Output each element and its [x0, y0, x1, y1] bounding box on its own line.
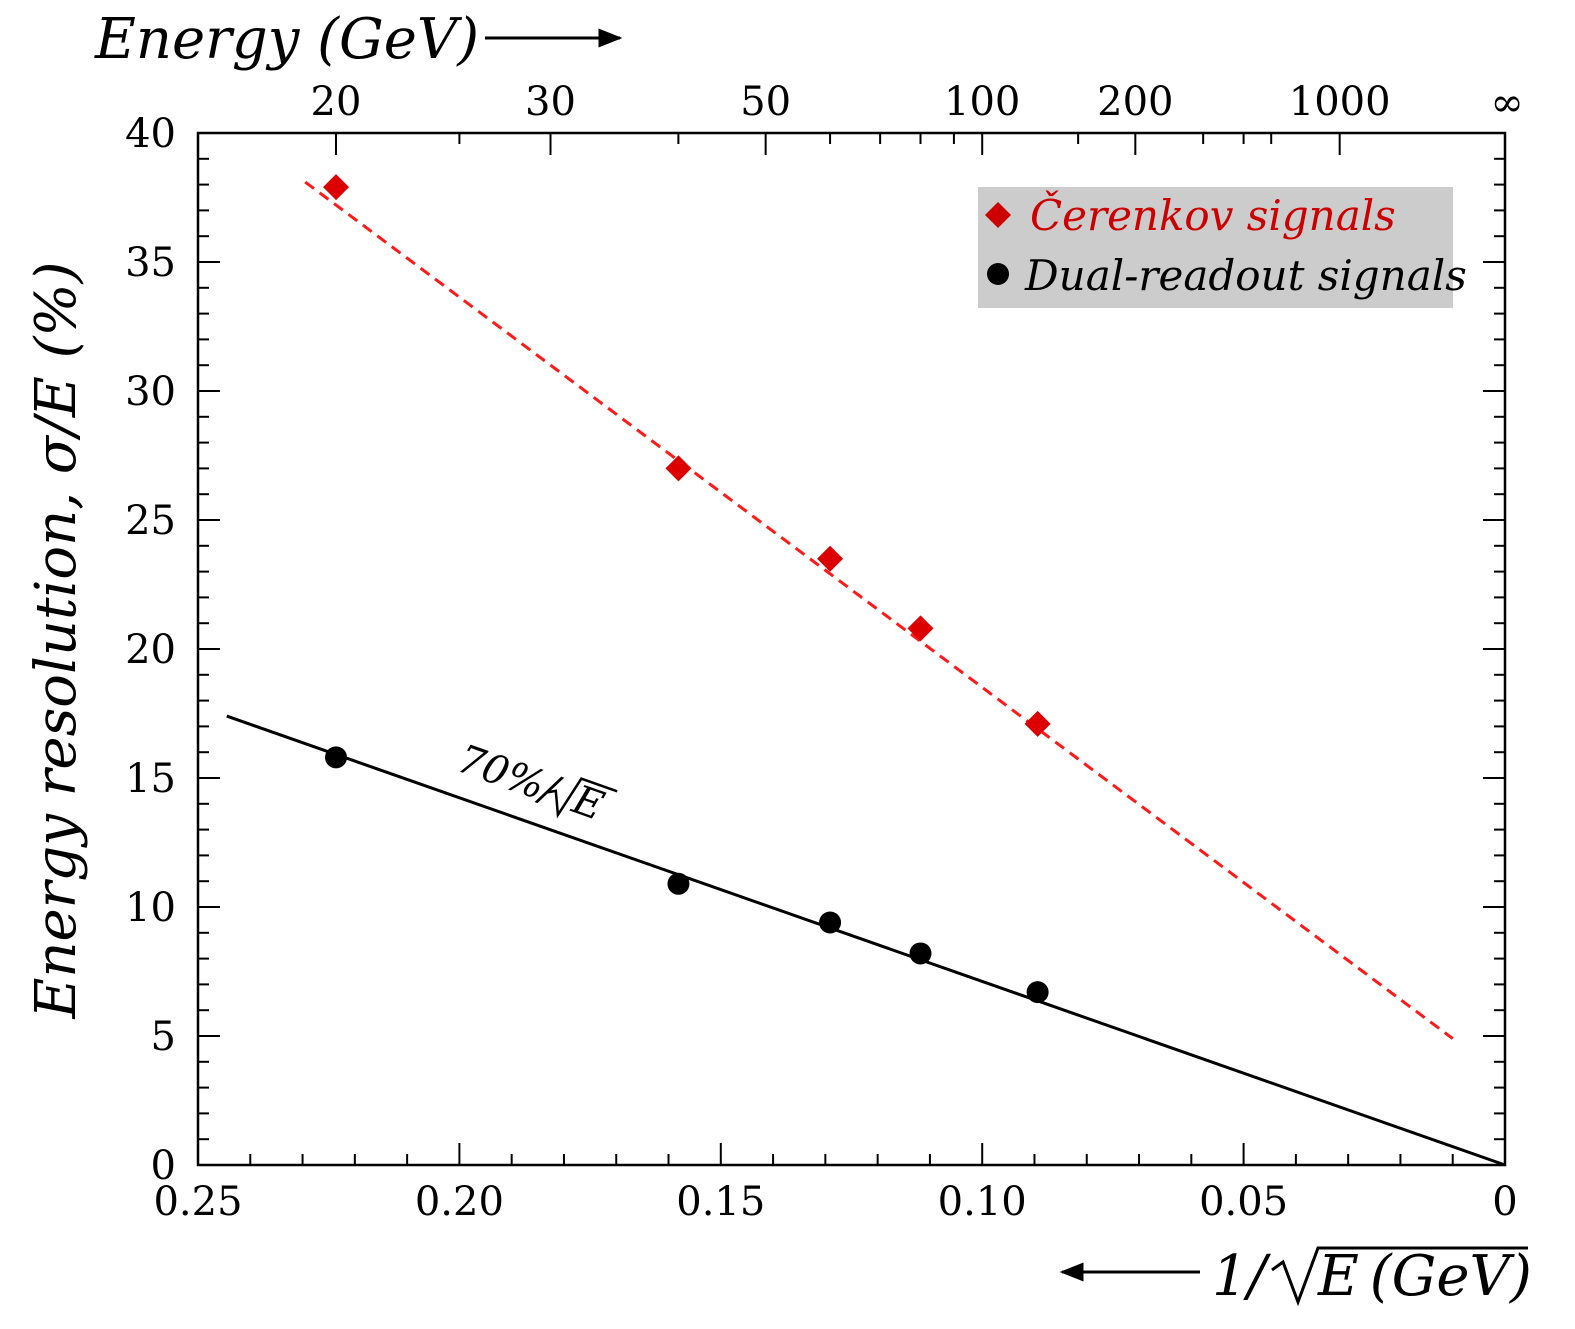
legend-label-dual-readout: Dual-readout signals	[1024, 251, 1467, 300]
x-tick-label: 0	[1492, 1179, 1517, 1225]
top-tick-label: 200	[1097, 79, 1173, 125]
top-axis-title: Energy (GeV)	[94, 7, 479, 72]
dual-readout-data-point	[325, 746, 348, 769]
y-tick-label: 5	[151, 1014, 176, 1060]
x-axis-title-suffix: (GeV)	[1352, 1244, 1532, 1309]
x-axis-title-sqrt-var: E	[1317, 1244, 1359, 1309]
cerenkov-data-point	[1024, 710, 1051, 737]
legend-marker-dual-readout	[987, 263, 1009, 285]
legend-marker-cerenkov	[985, 202, 1011, 228]
y-tick-label: 30	[125, 369, 176, 415]
y-tick-label: 0	[151, 1143, 176, 1189]
cerenkov-data-point	[323, 174, 350, 201]
x-tick-label: 0.20	[415, 1179, 504, 1225]
top-tick-label: 100	[944, 79, 1020, 125]
dual-readout-data-point	[819, 911, 842, 934]
x-tick-label: 0.15	[676, 1179, 765, 1225]
cerenkov-data-point	[817, 545, 844, 572]
top-tick-label-infinity: ∞	[1490, 80, 1523, 126]
dual-readout-fit-line	[226, 714, 1506, 1167]
x-axis-title-prefix: 1/	[1212, 1244, 1272, 1309]
top-tick-label: 50	[740, 79, 791, 125]
x-tick-label: 0.25	[153, 1179, 242, 1225]
y-tick-label: 15	[125, 756, 176, 802]
fit-annotation-sqrt-var: E	[566, 776, 610, 829]
cerenkov-fit-line	[304, 180, 1454, 1040]
x-tick-label: 0.05	[1199, 1179, 1288, 1225]
top-tick-label: 30	[525, 79, 576, 125]
legend-label-cerenkov: Čerenkov signals	[1030, 190, 1396, 240]
y-tick-label: 25	[125, 498, 176, 544]
fit-annotation-prefix: 70%/	[452, 736, 567, 815]
legend: Čerenkov signals Dual-readout signals	[978, 187, 1467, 308]
y-tick-label: 10	[125, 885, 176, 931]
fit-annotation-sqrt-sign	[547, 777, 618, 819]
y-tick-label: 40	[125, 111, 176, 157]
dual-readout-data-point	[1026, 981, 1049, 1004]
y-axis-title: Energy resolution, σ/E (%)	[24, 262, 89, 1020]
x-tick-label: 0.10	[938, 1179, 1027, 1225]
dual-readout-data-point	[909, 942, 932, 965]
dual-readout-data-point	[667, 872, 690, 895]
y-tick-label: 20	[125, 627, 176, 673]
y-tick-label: 35	[125, 240, 176, 286]
cerenkov-data-point	[907, 615, 934, 642]
top-tick-label: 1000	[1289, 79, 1391, 125]
legend-box	[978, 187, 1453, 308]
cerenkov-data-point	[665, 455, 692, 482]
x-axis-sqrt-sign	[1271, 1246, 1528, 1307]
top-tick-label: 20	[311, 79, 362, 125]
fit-annotation: 70%/ E	[452, 736, 618, 830]
